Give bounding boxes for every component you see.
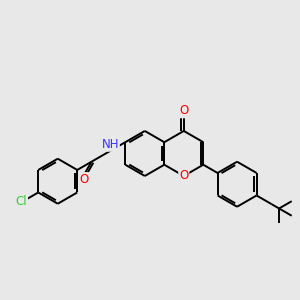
Text: O: O (179, 104, 188, 117)
Text: O: O (80, 173, 89, 186)
Text: O: O (179, 169, 188, 182)
Text: Cl: Cl (16, 196, 27, 208)
Text: NH: NH (101, 138, 119, 151)
